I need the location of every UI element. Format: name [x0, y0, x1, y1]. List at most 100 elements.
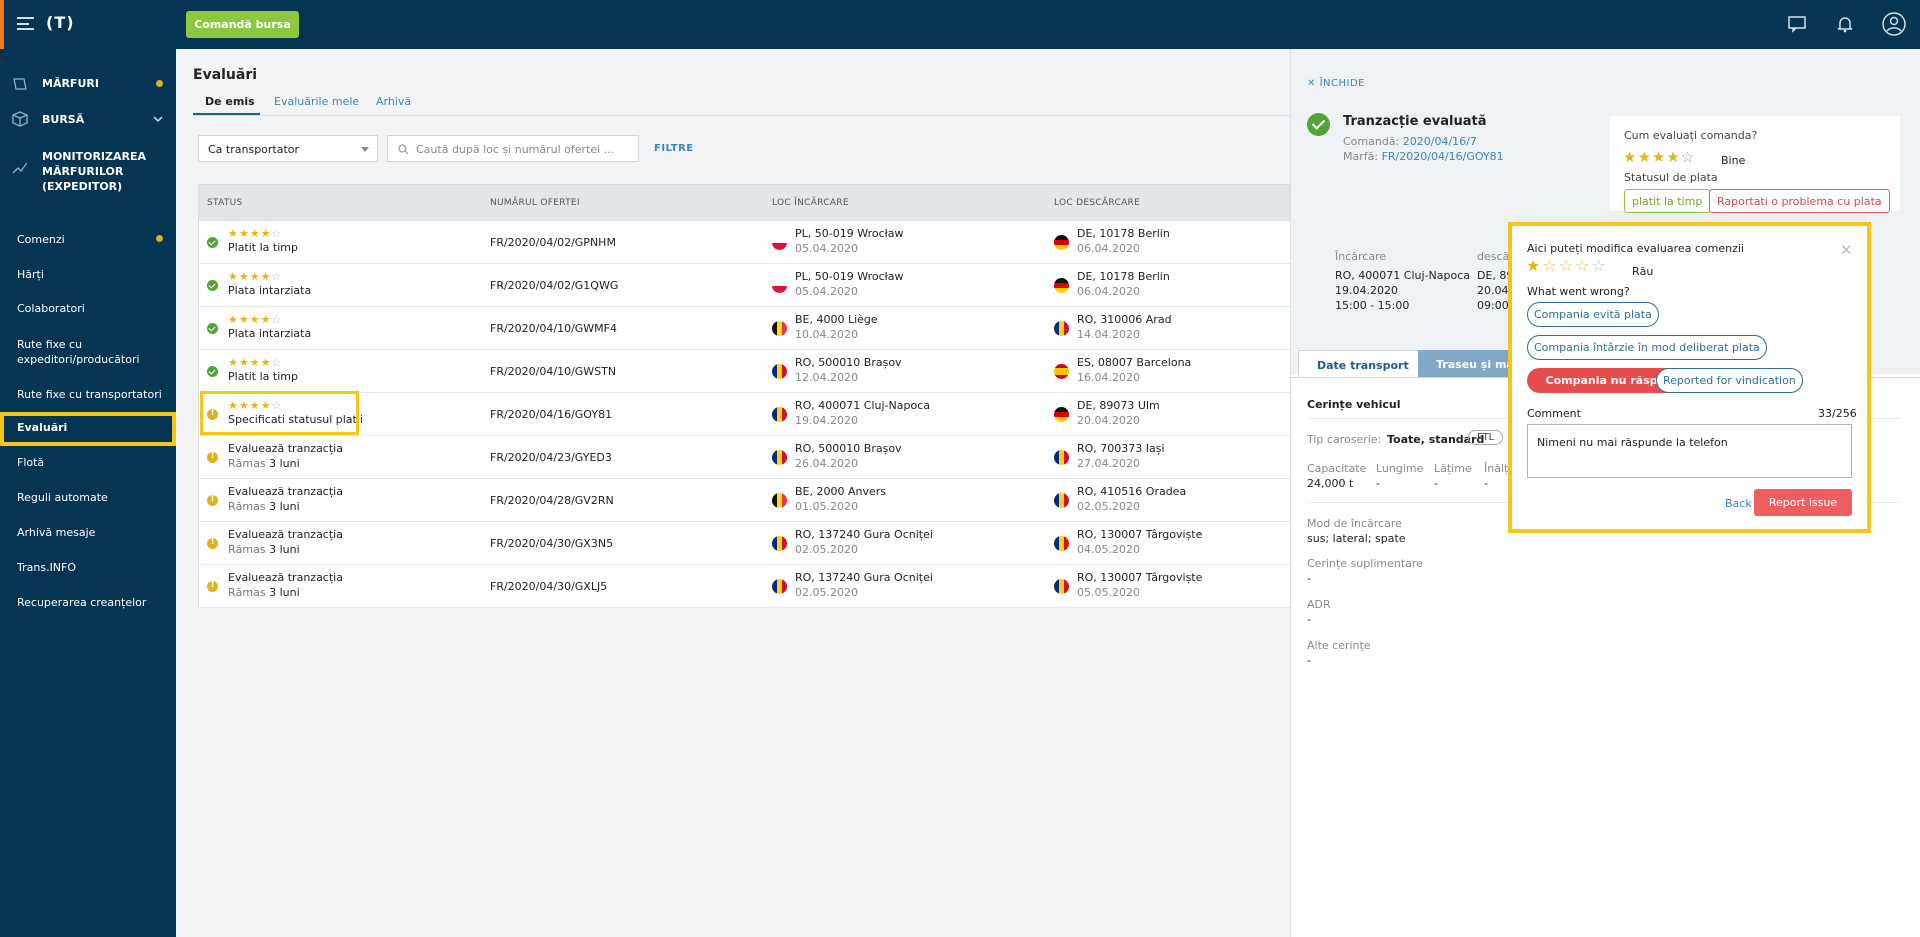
- search-placeholder: Caută după loc și numărul ofertei ...: [416, 143, 615, 156]
- sidebar-item-orders[interactable]: Comenzi: [17, 233, 65, 246]
- user-avatar-icon[interactable]: [1882, 12, 1906, 36]
- status-text[interactable]: Evaluează tranzacția: [228, 442, 343, 455]
- sidebar-item-fleet[interactable]: Flotă: [17, 456, 45, 469]
- sidebar-item-cargo[interactable]: MĂRFURI: [42, 77, 99, 90]
- sidebar-item-debt-recovery[interactable]: Recuperarea creanțelor: [17, 596, 147, 609]
- sidebar-item-maps[interactable]: Hărți: [17, 268, 44, 281]
- order-link[interactable]: 2020/04/16/7: [1402, 135, 1477, 148]
- table-row[interactable]: ★★★★☆Specificati statusul platii FR/2020/…: [198, 393, 1290, 436]
- paid-on-time-button[interactable]: platit la timp: [1624, 189, 1711, 213]
- cargo-notification-dot: [156, 80, 163, 87]
- sidebar-item-transinfo[interactable]: Trans.INFO: [17, 561, 77, 574]
- sidebar-item-partners[interactable]: Colaboratori: [17, 302, 85, 315]
- offer-number[interactable]: FR/2020/04/23/GYED3: [490, 451, 612, 464]
- close-popup-icon[interactable]: ✕: [1840, 241, 1853, 259]
- unloading-place: DE, 89: [1477, 269, 1514, 282]
- role-select[interactable]: Ca transportator: [198, 135, 378, 162]
- filters-link[interactable]: FILTRE: [654, 143, 694, 154]
- popup-rating-stars[interactable]: ★☆☆☆☆: [1526, 256, 1608, 275]
- loading-place-text: RO, 137240 Gura Ocniței: [795, 571, 933, 584]
- offer-number[interactable]: FR/2020/04/16/GOY81: [490, 408, 613, 421]
- evaluation-stars[interactable]: ★★★★☆: [1623, 148, 1696, 166]
- unloading-date: 27.04.2020: [1077, 457, 1140, 470]
- table-row[interactable]: ★★★★☆ Platit la timp FR/2020/04/10/GWSTN RO…: [198, 350, 1290, 393]
- tab-to-issue[interactable]: De emis: [205, 95, 255, 108]
- table-row[interactable]: ★★★★☆ Plata intarziata FR/2020/04/10/GWMF4…: [198, 307, 1290, 350]
- unloading-place: RO, 700373 Iași 27.04.2020: [1077, 442, 1165, 470]
- chip-deliberate-delay[interactable]: Compania întârzie în mod deliberat plata: [1527, 335, 1767, 360]
- loading-date: 01.05.2020: [795, 500, 858, 513]
- chevron-down-icon[interactable]: [153, 115, 163, 123]
- table-row[interactable]: Evaluează tranzacția Rămas 3 luni FR/2020/…: [198, 436, 1290, 479]
- report-issue-button[interactable]: Report issue: [1754, 489, 1852, 516]
- column-header-offer[interactable]: NUMĂRUL OFERTEI: [490, 198, 580, 208]
- status-text: Plata intarziata: [228, 327, 312, 340]
- sidebar-item-exchange[interactable]: BURSĂ: [42, 113, 85, 126]
- app-logo[interactable]: (T): [46, 13, 75, 32]
- cargo-icon: [13, 78, 27, 90]
- tabs-divider: [193, 115, 1290, 116]
- unloading-date: 20.04.2020: [1077, 414, 1140, 427]
- height-label: Înălț: [1484, 462, 1509, 475]
- flag-de-icon: [1054, 407, 1069, 422]
- status-text[interactable]: Evaluează tranzacția: [228, 571, 343, 584]
- menu-icon[interactable]: [17, 17, 34, 30]
- height-value: -: [1484, 477, 1488, 490]
- loading-date: 02.05.2020: [795, 543, 858, 556]
- column-header-status[interactable]: STATUS: [207, 198, 243, 208]
- offer-number[interactable]: FR/2020/04/30/GX3N5: [490, 537, 614, 550]
- sidebar-item-fixed-routes-carriers[interactable]: Rute fixe cu transportatori: [17, 388, 162, 401]
- order-exchange-button[interactable]: Comandă bursa: [186, 11, 299, 38]
- cargo-link[interactable]: FR/2020/04/16/GOY81: [1381, 150, 1504, 163]
- tab-my-evaluations[interactable]: Evaluările mele: [274, 95, 360, 108]
- status-text[interactable]: Evaluează tranzacția: [228, 528, 343, 541]
- table-row[interactable]: Evaluează tranzacția Rămas 3 luni FR/2020/…: [198, 479, 1290, 522]
- orders-notification-dot: [156, 235, 163, 242]
- sidebar-item-message-archive[interactable]: Arhivă mesaje: [17, 526, 96, 539]
- report-payment-problem-button[interactable]: Raportati o problema cu plata: [1709, 189, 1890, 213]
- loading-place-text: PL, 50-019 Wrocław: [795, 227, 904, 240]
- length-label: Lungime: [1376, 462, 1424, 475]
- close-panel-button[interactable]: ✕ ÎNCHIDE: [1307, 78, 1365, 89]
- search-input[interactable]: Caută după loc și numărul ofertei ...: [387, 135, 639, 162]
- comment-textarea[interactable]: Nimeni nu mai răspunde la telefon: [1527, 424, 1852, 478]
- sidebar-item-auto-rules[interactable]: Reguli automate: [17, 491, 108, 504]
- messages-icon[interactable]: [1787, 14, 1807, 34]
- column-header-unloading[interactable]: LOC DESCĂRCARE: [1054, 198, 1141, 208]
- unloading-date: 06.04.2020: [1077, 242, 1140, 255]
- back-link[interactable]: Back: [1725, 497, 1752, 510]
- column-header-loading[interactable]: LOC ÎNCĂRCARE: [772, 198, 849, 208]
- offer-number[interactable]: FR/2020/04/02/GPNHM: [490, 236, 616, 249]
- status-text: Platit la timp: [228, 370, 298, 383]
- remaining-prefix: Rămas: [228, 500, 266, 513]
- offer-number[interactable]: FR/2020/04/02/G1QWG: [490, 279, 619, 292]
- offer-number[interactable]: FR/2020/04/10/GWSTN: [490, 365, 617, 378]
- tab-transport-data[interactable]: Date transport: [1298, 350, 1428, 378]
- offer-number[interactable]: FR/2020/04/10/GWMF4: [490, 322, 617, 335]
- table-row[interactable]: Evaluează tranzacția Rămas 3 luni FR/2020/…: [198, 522, 1290, 565]
- extra-requirements-value: -: [1307, 572, 1311, 585]
- sidebar-item-monitoring[interactable]: MONITORIZAREA MĂRFURILOR (EXPEDITOR): [42, 150, 147, 193]
- table-row[interactable]: ★★★★☆ Plata intarziata FR/2020/04/02/G1QWG…: [198, 264, 1290, 307]
- status-text[interactable]: Evaluează tranzacția: [228, 485, 343, 498]
- remaining-time: Rămas 3 luni: [228, 457, 300, 470]
- other-requirements-value: -: [1307, 654, 1311, 667]
- tab-route-cargo[interactable]: Traseu și marfă: [1418, 350, 1508, 378]
- loading-place-text: RO, 137240 Gura Ocniței: [795, 528, 933, 541]
- chip-avoids-payment[interactable]: Compania evită plata: [1527, 302, 1659, 327]
- sidebar-item-evaluations[interactable]: Evaluări: [17, 421, 68, 434]
- unloading-time: 09:00: [1477, 299, 1509, 312]
- flag-ro-icon: [1054, 579, 1069, 594]
- sidebar-item-fixed-routes-shippers[interactable]: Rute fixe cu expeditori/producători: [17, 338, 140, 366]
- loading-place: RO, 500010 Brașov 12.04.2020: [795, 356, 902, 384]
- table-row[interactable]: ★★★★☆ Platit la timp FR/2020/04/02/GPNHM PL…: [198, 221, 1290, 264]
- tab-archive[interactable]: Arhivă: [376, 95, 412, 108]
- popup-rating-text: Rău: [1632, 265, 1654, 278]
- bell-icon[interactable]: [1835, 14, 1855, 34]
- flag-ro-icon: [772, 579, 787, 594]
- table-row[interactable]: Evaluează tranzacția Rămas 3 luni FR/2020/…: [198, 565, 1290, 608]
- chip-reported-vindication[interactable]: Reported for vindication: [1656, 368, 1803, 393]
- offer-number[interactable]: FR/2020/04/30/GXLJ5: [490, 580, 608, 593]
- loading-time: 15:00 - 15:00: [1335, 299, 1410, 312]
- offer-number[interactable]: FR/2020/04/28/GV2RN: [490, 494, 614, 507]
